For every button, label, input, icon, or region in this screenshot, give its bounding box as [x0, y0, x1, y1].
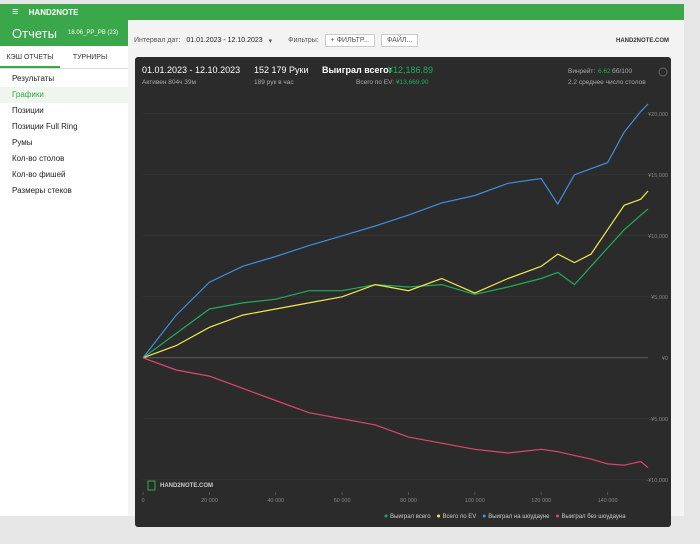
legend-label: Выиграл всего — [390, 514, 431, 520]
won-value: ¥12,186.89 — [387, 65, 433, 75]
legend-label: Всего по EV — [443, 514, 477, 520]
x-tick-label: 120 000 — [531, 498, 551, 504]
menu-item[interactable]: Румы — [12, 138, 33, 147]
settings-icon[interactable] — [658, 67, 668, 77]
y-tick-label: -¥10,000 — [646, 478, 668, 484]
date-range[interactable]: 01.01.2023 - 12.10.2023 — [186, 37, 263, 44]
series-line — [142, 103, 649, 359]
tables: 2.2 среднее число столов — [568, 79, 646, 86]
winrate-value: 6.62 — [598, 68, 611, 75]
x-tick-label: 140 000 — [598, 498, 618, 504]
menu-item[interactable]: Кол-во столов — [12, 154, 65, 163]
ev-value: ¥13,669.90 — [396, 79, 429, 86]
menu-icon[interactable]: ≡ — [12, 6, 19, 18]
series-line — [142, 190, 649, 359]
tab[interactable]: ТУРНИРЫ — [72, 54, 108, 61]
toolbar: Интервал дат: 01.01.2023 - 12.10.2023 ▾ Ф… — [134, 34, 419, 47]
legend-label: Выиграл на шоудауне — [488, 514, 550, 520]
menu-item[interactable]: Позиции Full Ring — [12, 122, 78, 131]
series-line — [142, 208, 649, 359]
legend-swatch — [556, 514, 560, 518]
date-label: Интервал дат: — [134, 37, 181, 44]
filter-text: ФИЛЬТР... — [336, 37, 370, 44]
x-tick-label: 40 000 — [267, 498, 284, 504]
winrate-label: Винрейт: — [568, 67, 595, 75]
watermark-icon — [147, 480, 156, 491]
app-name: HAND2NOTE — [28, 8, 79, 17]
period: 01.01.2023 - 12.10.2023 — [142, 65, 240, 75]
legend-swatch — [437, 514, 441, 518]
hands: 152 179 Руки — [254, 65, 309, 75]
series-line — [142, 357, 649, 469]
database[interactable]: 18.06_PP_PB (23) — [68, 30, 119, 36]
y-tick-label: ¥5,000 — [651, 295, 668, 301]
legend-swatch — [384, 514, 388, 518]
won-label: Выиграл всего: — [322, 65, 392, 75]
hands-per-hour: 189 рук в час — [254, 79, 294, 86]
x-tick-label: 60 000 — [334, 498, 351, 504]
menu-item[interactable]: Позиции — [12, 106, 44, 115]
filter-button[interactable]: + ФИЛЬТР... — [324, 34, 376, 47]
section-header: Отчеты 18.06_PP_PB (23) — [0, 20, 128, 46]
y-tick-label: -¥5,000 — [649, 417, 668, 423]
y-tick-label: ¥20,000 — [648, 112, 668, 118]
sidebar: КЭШ ОТЧЕТЫ ТУРНИРЫ Результаты Графики Позиц… — [0, 46, 128, 516]
chart-panel — [135, 57, 671, 527]
menu-item[interactable]: Графики — [0, 87, 128, 103]
ev-label: Всего по EV: — [356, 79, 394, 86]
logo: HAND2NOTE.COM — [616, 38, 670, 44]
winrate-unit: бб/100 — [612, 67, 632, 75]
y-tick-label: ¥15,000 — [648, 173, 668, 179]
x-tick-label: 20 000 — [201, 498, 218, 504]
y-tick-label: ¥10,000 — [648, 234, 668, 240]
legend-label: Выиграл без шоудауна — [562, 514, 627, 520]
menu-item[interactable]: Размеры стеков — [12, 186, 72, 195]
x-tick-label: 100 000 — [465, 498, 485, 504]
menu-item[interactable]: Кол-во фишей — [12, 170, 66, 179]
filters-label: Фильтры: — [288, 37, 319, 44]
x-tick-label: 80 000 — [400, 498, 417, 504]
file-button[interactable]: ФАЙЛ... — [381, 34, 419, 47]
menu-item[interactable]: Результаты — [12, 74, 55, 83]
tab[interactable]: КЭШ ОТЧЕТЫ — [0, 50, 60, 68]
title-bar: ≡ HAND2NOTE — [0, 4, 684, 20]
x-tick-label: 0 — [141, 498, 144, 504]
active: Активен 804ч 39м — [142, 79, 197, 86]
watermark: HAND2NOTE.COM — [160, 483, 213, 489]
section-title: Отчеты — [12, 26, 57, 41]
legend-swatch — [482, 514, 486, 518]
y-tick-label: ¥0 — [662, 356, 668, 362]
